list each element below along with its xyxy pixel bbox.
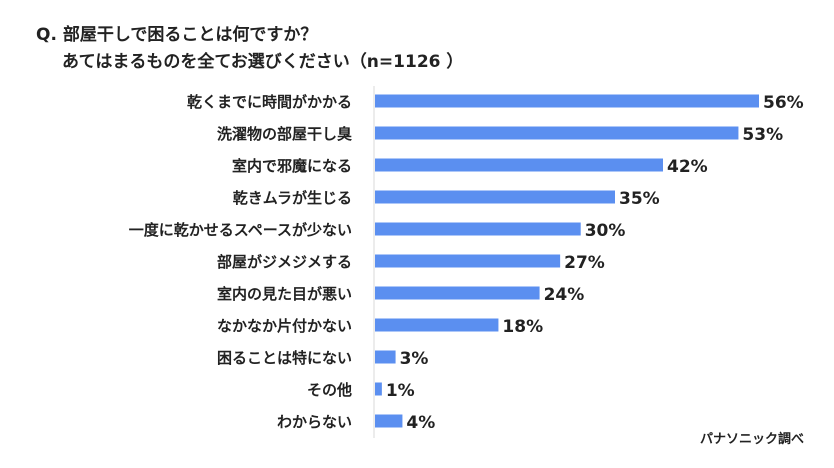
bar bbox=[375, 318, 499, 332]
category-label: 洗濯物の部屋干し臭 bbox=[217, 125, 352, 143]
category-label: 乾くまでに時間がかかる bbox=[187, 93, 352, 111]
bar bbox=[375, 222, 581, 236]
category-label: 困ることは特にない bbox=[217, 349, 352, 367]
data-label: 3% bbox=[400, 349, 429, 369]
data-label: 18% bbox=[502, 317, 543, 337]
data-label: 27% bbox=[564, 253, 605, 273]
category-label: わからない bbox=[277, 413, 352, 431]
data-label: 24% bbox=[544, 285, 585, 305]
bar bbox=[375, 94, 759, 108]
bar bbox=[375, 286, 540, 300]
category-label: 部屋がジメジメする bbox=[217, 253, 352, 271]
category-label: その他 bbox=[307, 381, 352, 399]
bar bbox=[375, 382, 382, 396]
chart-title: Q. 部屋干しで困ることは何ですか？ bbox=[36, 25, 318, 45]
source-note: パナソニック調べ bbox=[699, 432, 804, 447]
bar bbox=[375, 190, 615, 204]
bar bbox=[375, 126, 739, 140]
category-label: 室内で邪魔になる bbox=[232, 157, 352, 175]
chart-subtitle: あてはまるものを全てお選びください（n=1126 ） bbox=[62, 52, 464, 72]
data-label: 56% bbox=[763, 93, 804, 113]
data-label: 4% bbox=[406, 413, 435, 433]
bar bbox=[375, 254, 561, 268]
category-label: 室内の見た目が悪い bbox=[217, 285, 352, 303]
data-label: 1% bbox=[386, 381, 415, 401]
category-label: 乾きムラが生じる bbox=[233, 189, 352, 207]
bar bbox=[375, 414, 403, 428]
data-label: 42% bbox=[667, 157, 708, 177]
category-label: なかなか片付かない bbox=[217, 317, 352, 335]
category-label: 一度に乾かせるスペースが少ない bbox=[129, 221, 352, 239]
bar bbox=[375, 350, 396, 364]
data-label: 53% bbox=[742, 125, 783, 145]
data-label: 35% bbox=[619, 189, 660, 209]
data-label: 30% bbox=[585, 221, 626, 241]
bar bbox=[375, 158, 663, 172]
